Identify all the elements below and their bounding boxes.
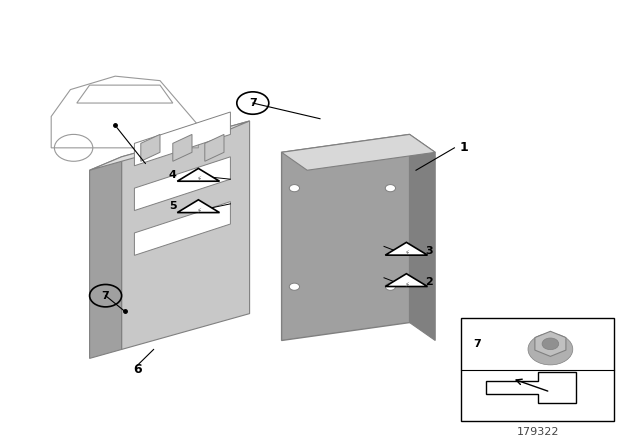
Text: 6: 6 (133, 363, 142, 376)
Circle shape (385, 185, 396, 192)
Text: 3: 3 (425, 246, 433, 256)
Polygon shape (134, 157, 230, 211)
Text: 179322: 179322 (516, 427, 559, 437)
Polygon shape (385, 242, 428, 255)
Polygon shape (205, 134, 224, 161)
Text: 7: 7 (249, 98, 257, 108)
Polygon shape (134, 112, 230, 166)
Text: 5: 5 (169, 201, 177, 211)
Circle shape (542, 338, 559, 349)
Text: 4: 4 (169, 170, 177, 180)
Polygon shape (134, 202, 230, 255)
Polygon shape (173, 134, 192, 161)
Polygon shape (90, 121, 250, 170)
Polygon shape (90, 157, 122, 358)
Polygon shape (535, 332, 566, 357)
Polygon shape (282, 134, 435, 170)
Text: 1: 1 (460, 141, 468, 155)
Text: 7: 7 (474, 339, 481, 349)
Text: 7: 7 (102, 291, 109, 301)
Text: 2: 2 (425, 277, 433, 287)
Polygon shape (385, 274, 428, 287)
Circle shape (289, 283, 300, 290)
Text: ⚡: ⚡ (404, 250, 409, 256)
Polygon shape (410, 134, 435, 340)
Polygon shape (141, 134, 160, 161)
Circle shape (385, 283, 396, 290)
Text: ⚡: ⚡ (196, 176, 201, 182)
Circle shape (528, 333, 573, 365)
Polygon shape (177, 168, 220, 181)
Polygon shape (282, 134, 410, 340)
Polygon shape (122, 121, 250, 349)
Polygon shape (177, 200, 220, 213)
Circle shape (289, 185, 300, 192)
Text: ⚡: ⚡ (196, 207, 201, 214)
Text: ⚡: ⚡ (404, 281, 409, 288)
